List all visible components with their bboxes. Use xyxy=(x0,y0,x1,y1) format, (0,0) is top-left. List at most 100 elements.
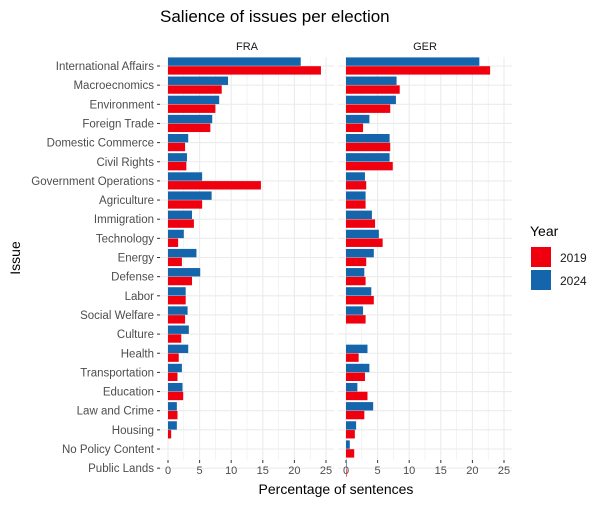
bar-2024 xyxy=(346,153,390,162)
bar-2019 xyxy=(168,372,178,381)
y-tick-label: No Policy Content xyxy=(62,444,155,456)
bar-2019 xyxy=(346,391,368,401)
bar-2019 xyxy=(168,85,222,94)
bar-2019 xyxy=(168,353,179,362)
bar-2024 xyxy=(346,248,374,258)
y-tick-label: Macroecnomics xyxy=(73,80,154,92)
bar-2024 xyxy=(168,210,193,219)
y-tick-label: Defense xyxy=(111,272,154,284)
bar-2024 xyxy=(346,191,366,200)
x-tick-label: 10 xyxy=(225,465,237,477)
y-tick-label: Housing xyxy=(112,425,154,437)
bar-2019 xyxy=(168,276,193,286)
x-tick-label: 5 xyxy=(197,465,203,477)
y-tick-label: Civil Rights xyxy=(96,157,154,169)
y-tick-label: Law and Crime xyxy=(77,406,154,418)
legend-label: 2024 xyxy=(560,274,587,288)
legend-swatch-2024 xyxy=(531,270,551,290)
y-tick-label: Labor xyxy=(125,291,155,303)
y-tick-label: Immigration xyxy=(94,214,154,226)
bar-2019 xyxy=(346,181,367,190)
x-axis-label: Percentage of sentences xyxy=(259,481,414,497)
bar-2024 xyxy=(168,306,188,315)
bar-2024 xyxy=(346,210,372,219)
legend-swatch-2019 xyxy=(531,247,551,267)
y-tick-label: Education xyxy=(103,387,154,399)
x-tick-label: 5 xyxy=(375,465,381,477)
bar-2019 xyxy=(346,257,367,267)
bar-2024 xyxy=(168,402,177,411)
bar-2024 xyxy=(346,440,350,449)
bar-2024 xyxy=(168,325,189,334)
bar-2024 xyxy=(168,363,182,373)
y-tick-label: Government Operations xyxy=(31,176,154,188)
bar-2019 xyxy=(168,315,186,324)
bar-2019 xyxy=(168,200,203,209)
x-tick-label: 20 xyxy=(466,465,478,477)
bar-2024 xyxy=(346,287,372,296)
bar-2024 xyxy=(346,363,370,373)
bar-2024 xyxy=(346,459,347,468)
x-tick-label: 25 xyxy=(320,465,332,477)
bar-2019 xyxy=(168,296,186,305)
x-tick-label: 15 xyxy=(435,465,447,477)
bar-2019 xyxy=(346,296,374,305)
y-tick-label: Technology xyxy=(96,233,154,245)
strip xyxy=(338,36,512,55)
y-tick-label: Environment xyxy=(89,99,154,111)
x-tick-label: 25 xyxy=(498,465,510,477)
panel-fra: FRA 0 5 10 15 20 25 xyxy=(160,36,334,477)
bar-2024 xyxy=(346,95,396,105)
bar-2019 xyxy=(168,334,182,343)
bar-2024 xyxy=(168,421,177,430)
y-tick-label: Foreign Trade xyxy=(82,118,154,130)
bar-2019 xyxy=(346,200,366,209)
strip xyxy=(160,36,334,55)
strip-label: FRA xyxy=(236,41,259,53)
bar-2019 xyxy=(346,372,365,381)
bar-2019 xyxy=(168,219,194,228)
bar-2019 xyxy=(168,104,216,113)
x-tick-label: 0 xyxy=(165,465,171,477)
bar-2024 xyxy=(346,306,364,315)
bar-2019 xyxy=(346,142,391,152)
bar-2019 xyxy=(168,161,187,171)
x-tick-label: 10 xyxy=(403,465,415,477)
bar-2019 xyxy=(168,66,321,75)
panel-ger: GER 0 5 10 15 20 25 xyxy=(338,36,512,477)
bar-2019 xyxy=(168,430,172,439)
x-tick-label: 0 xyxy=(343,465,349,477)
bar-2019 xyxy=(168,257,182,267)
bar-2024 xyxy=(168,76,229,85)
bar-2024 xyxy=(168,134,189,143)
bar-2019 xyxy=(346,430,355,439)
y-tick-label: Social Welfare xyxy=(80,310,154,322)
bar-2019 xyxy=(168,181,261,190)
bar-2019 xyxy=(346,315,366,324)
bar-2024 xyxy=(168,248,197,258)
bar-2024 xyxy=(168,191,212,200)
strip-label: GER xyxy=(413,41,437,53)
bar-2024 xyxy=(346,172,365,181)
bar-2019 xyxy=(346,410,365,420)
y-axis-label: Issue xyxy=(7,241,23,275)
bar-2019 xyxy=(346,449,355,458)
bar-2019 xyxy=(346,104,391,113)
bar-2024 xyxy=(168,95,220,105)
bar-2024 xyxy=(346,114,370,124)
bar-2024 xyxy=(346,421,357,430)
bar-2019 xyxy=(168,238,179,247)
y-tick-label: Public Lands xyxy=(88,463,154,475)
bar-2024 xyxy=(346,229,379,239)
bar-2024 xyxy=(168,268,201,277)
bar-2019 xyxy=(168,123,211,133)
bar-2024 xyxy=(346,382,358,392)
x-tick-label: 20 xyxy=(288,465,300,477)
bar-2019 xyxy=(346,85,400,94)
bar-2024 xyxy=(168,172,203,181)
bar-2024 xyxy=(346,402,374,411)
x-tick-label: 15 xyxy=(257,465,269,477)
bar-2024 xyxy=(346,76,397,85)
bar-2024 xyxy=(168,153,187,162)
